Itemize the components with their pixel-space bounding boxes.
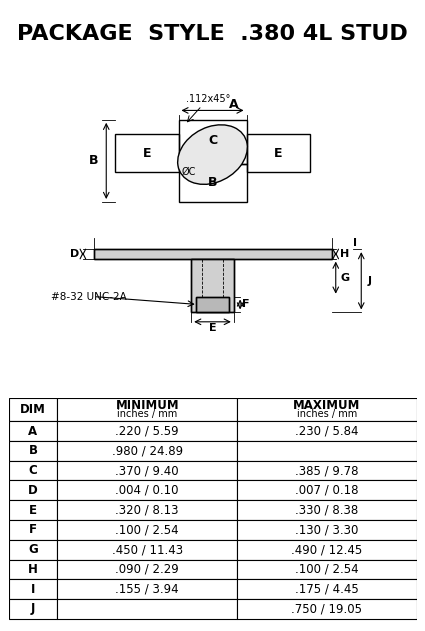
Text: inches / mm: inches / mm	[117, 409, 177, 418]
Bar	[237, 520, 416, 540]
Text: F: F	[29, 523, 37, 536]
Text: E: E	[274, 146, 283, 160]
Bar	[8, 461, 57, 480]
Text: .320 / 8.13: .320 / 8.13	[116, 504, 179, 517]
Text: .385 / 9.78: .385 / 9.78	[295, 464, 359, 477]
Bar	[8, 579, 57, 599]
Text: .155 / 3.94: .155 / 3.94	[116, 582, 179, 596]
Bar	[178, 120, 246, 164]
Text: I: I	[353, 238, 357, 248]
Text: A: A	[28, 425, 37, 438]
Text: G: G	[28, 543, 38, 556]
Bar	[246, 134, 310, 172]
Text: .004 / 0.10: .004 / 0.10	[116, 484, 179, 497]
Bar	[8, 520, 57, 540]
Bar	[57, 560, 237, 579]
Text: B: B	[208, 177, 217, 189]
Bar	[57, 441, 237, 461]
Bar	[57, 398, 237, 422]
Bar	[8, 422, 57, 441]
Text: .220 / 5.59: .220 / 5.59	[116, 425, 179, 438]
Text: I: I	[31, 582, 35, 596]
Bar	[8, 500, 57, 520]
Bar	[8, 599, 57, 619]
Text: #8-32 UNC-2A: #8-32 UNC-2A	[51, 292, 127, 302]
Bar	[57, 461, 237, 480]
Text: F: F	[242, 300, 250, 309]
Bar	[237, 480, 416, 500]
Text: H: H	[28, 563, 38, 576]
Text: H: H	[340, 249, 349, 259]
Bar	[57, 540, 237, 560]
Text: .112x45°: .112x45°	[186, 95, 230, 104]
Text: .007 / 0.18: .007 / 0.18	[295, 484, 359, 497]
Text: .490 / 12.45: .490 / 12.45	[291, 543, 363, 556]
Text: .980 / 24.89: .980 / 24.89	[112, 444, 183, 457]
Bar	[237, 579, 416, 599]
Bar	[237, 441, 416, 461]
Bar	[8, 441, 57, 461]
Bar	[237, 422, 416, 441]
Text: .100 / 2.54: .100 / 2.54	[116, 523, 179, 536]
Text: PACKAGE  STYLE  .380 4L STUD: PACKAGE STYLE .380 4L STUD	[17, 24, 408, 44]
Ellipse shape	[178, 125, 247, 184]
Bar	[57, 480, 237, 500]
Bar	[57, 520, 237, 540]
Text: .090 / 2.29: .090 / 2.29	[115, 563, 179, 576]
Text: J: J	[368, 276, 371, 286]
Text: J: J	[31, 603, 35, 615]
Bar	[237, 540, 416, 560]
Text: E: E	[209, 323, 216, 333]
Text: .330 / 8.38: .330 / 8.38	[295, 504, 358, 517]
Text: .370 / 9.40: .370 / 9.40	[116, 464, 179, 477]
Text: .450 / 11.43: .450 / 11.43	[112, 543, 183, 556]
Text: inches / mm: inches / mm	[297, 409, 357, 418]
Bar	[115, 134, 178, 172]
Bar	[8, 540, 57, 560]
Bar	[8, 560, 57, 579]
Bar	[57, 599, 237, 619]
Bar	[237, 461, 416, 480]
Text: MAXIMUM: MAXIMUM	[293, 399, 360, 412]
Bar	[57, 500, 237, 520]
Bar	[94, 249, 332, 259]
Bar	[196, 297, 229, 312]
Text: C: C	[208, 134, 217, 147]
Text: .175 / 4.45: .175 / 4.45	[295, 582, 359, 596]
Bar	[8, 398, 57, 422]
Text: E: E	[142, 146, 151, 160]
Text: .750 / 19.05: .750 / 19.05	[291, 603, 362, 615]
Bar	[237, 500, 416, 520]
Bar	[191, 259, 234, 312]
Text: G: G	[341, 273, 350, 283]
Text: B: B	[89, 155, 98, 167]
Text: ØC: ØC	[182, 167, 196, 177]
Text: DIM: DIM	[20, 403, 46, 416]
Text: D: D	[70, 249, 79, 259]
Text: .230 / 5.84: .230 / 5.84	[295, 425, 359, 438]
Bar	[57, 422, 237, 441]
Bar	[8, 480, 57, 500]
Bar	[94, 249, 332, 259]
Text: C: C	[28, 464, 37, 477]
Bar	[237, 560, 416, 579]
Bar	[196, 297, 229, 312]
Text: .100 / 2.54: .100 / 2.54	[295, 563, 359, 576]
Bar	[237, 398, 416, 422]
Bar	[57, 579, 237, 599]
Bar	[237, 599, 416, 619]
Text: MINIMUM: MINIMUM	[116, 399, 179, 412]
Text: B: B	[28, 444, 37, 457]
Text: .130 / 3.30: .130 / 3.30	[295, 523, 358, 536]
Text: A: A	[229, 98, 238, 110]
Text: D: D	[28, 484, 38, 497]
Bar	[191, 259, 234, 312]
Bar	[178, 164, 246, 202]
Text: E: E	[29, 504, 37, 517]
